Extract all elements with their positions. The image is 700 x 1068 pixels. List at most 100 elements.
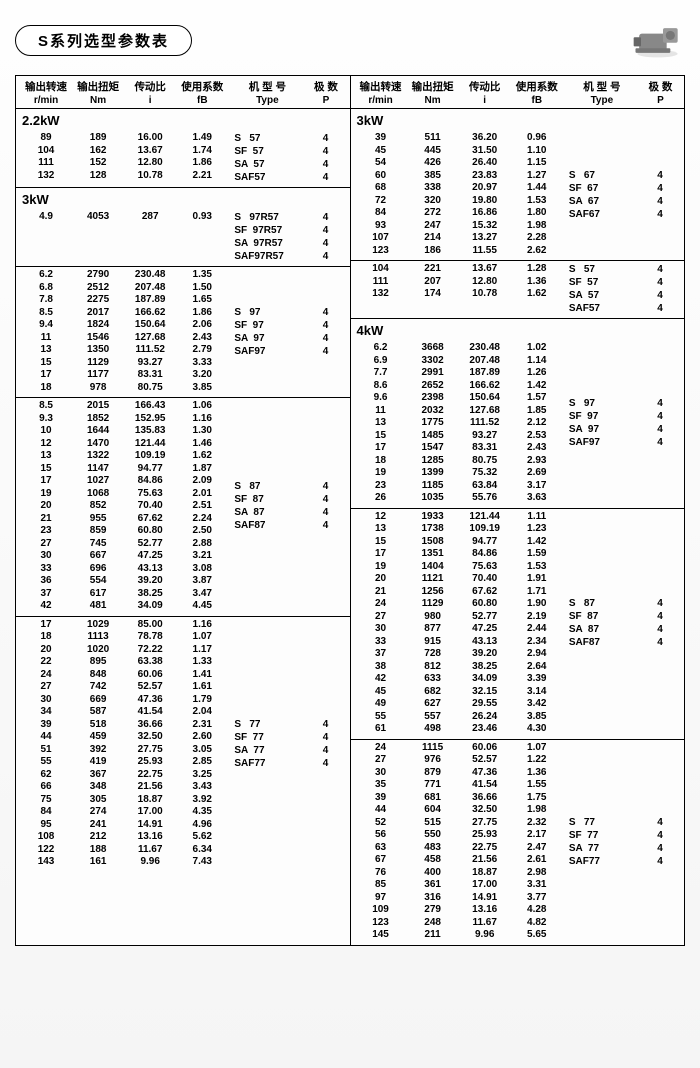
- data-cell: 62: [20, 769, 72, 782]
- data-cell: 44: [20, 731, 72, 744]
- data-cell: 61: [355, 723, 407, 736]
- data-cell: 320: [407, 195, 459, 208]
- data-cell: 279: [407, 904, 459, 917]
- type-cell: SF 97: [563, 410, 640, 423]
- pole-cell: 4: [306, 506, 346, 519]
- data-cell: 84: [20, 806, 72, 819]
- data-cell: 3.20: [176, 369, 228, 382]
- type-row: SF 974: [228, 319, 345, 332]
- data-cell: 554: [72, 575, 124, 588]
- header-cell: r/min: [355, 95, 407, 106]
- table-row: 6.93302207.481.14: [355, 355, 563, 368]
- type-cell: S 97R57: [228, 211, 305, 224]
- type-cell: SF 77: [563, 829, 640, 842]
- header-cell: 输出转速: [20, 79, 72, 94]
- header-cell: 极 数: [306, 79, 345, 94]
- data-rows: 17102985.001.1618111378.781.0720102072.2…: [20, 619, 228, 869]
- type-block: S 774SF 774SA 774SAF774: [228, 619, 345, 869]
- type-row: S 874: [228, 480, 345, 493]
- data-cell: 42: [20, 600, 72, 613]
- table-row: 10416213.671.74: [20, 145, 228, 158]
- pole-cell: 4: [306, 145, 346, 158]
- data-cell: 4.96: [176, 819, 228, 832]
- data-cell: 39: [355, 132, 407, 145]
- type-cell: SA 77: [228, 744, 305, 757]
- header-cell: 机 型 号: [228, 79, 306, 94]
- data-cell: 14.91: [459, 892, 511, 905]
- table-row: 3772839.202.94: [355, 648, 563, 661]
- table-row: 17135184.861.59: [355, 548, 563, 561]
- data-cell: 15: [355, 430, 407, 443]
- data-cell: 12: [20, 438, 72, 451]
- header-cell: 机 型 号: [563, 79, 641, 94]
- data-cell: 241: [72, 819, 124, 832]
- data-cell: 78.78: [124, 631, 176, 644]
- data-cell: 511: [407, 132, 459, 145]
- table-row: 9.62398150.641.57: [355, 392, 563, 405]
- data-cell: 19: [355, 561, 407, 574]
- data-cell: 2.24: [176, 513, 228, 526]
- type-row: S 574: [228, 132, 345, 145]
- pole-cell: 4: [306, 306, 346, 319]
- data-block: 17102985.001.1618111378.781.0720102072.2…: [16, 617, 350, 872]
- data-cell: 361: [407, 879, 459, 892]
- data-cell: 43.13: [459, 636, 511, 649]
- data-cell: 1.17: [176, 644, 228, 657]
- table-row: 6745821.562.61: [355, 854, 563, 867]
- data-cell: 667: [72, 550, 124, 563]
- type-cell: SA 77: [563, 842, 640, 855]
- data-cell: 1.44: [511, 182, 563, 195]
- type-row: SA 874: [563, 623, 680, 636]
- data-cell: 3.05: [176, 744, 228, 757]
- data-cell: 15: [20, 463, 72, 476]
- data-rows: 8.52015166.431.069.31852152.951.16101644…: [20, 400, 228, 613]
- data-cell: 38.25: [459, 661, 511, 674]
- data-cell: 2991: [407, 367, 459, 380]
- table-row: 101644135.831.30: [20, 425, 228, 438]
- data-cell: 316: [407, 892, 459, 905]
- data-cell: 24: [20, 669, 72, 682]
- table-row: 3655439.203.87: [20, 575, 228, 588]
- data-cell: 2.01: [176, 488, 228, 501]
- data-cell: 1177: [72, 369, 124, 382]
- type-row: SAF674: [563, 208, 680, 221]
- pole-cell: 4: [640, 423, 680, 436]
- data-cell: 0.93: [176, 211, 228, 224]
- table-row: 3369643.133.08: [20, 563, 228, 576]
- type-row: SA 674: [563, 195, 680, 208]
- data-cell: 52.57: [124, 681, 176, 694]
- data-cell: 2.06: [176, 319, 228, 332]
- data-cell: 1546: [72, 332, 124, 345]
- data-cell: 419: [72, 756, 124, 769]
- data-cell: 32.15: [459, 686, 511, 699]
- type-row: S 874: [563, 597, 680, 610]
- table-row: 8.62652166.621.42: [355, 380, 563, 393]
- table-row: 3951836.662.31: [20, 719, 228, 732]
- header-cell: 传动比: [459, 79, 511, 94]
- data-cell: 13.27: [459, 232, 511, 245]
- data-cell: 3.47: [176, 588, 228, 601]
- data-cell: 44: [355, 804, 407, 817]
- data-cell: 348: [72, 781, 124, 794]
- pole-cell: 4: [640, 610, 680, 623]
- data-cell: 1.57: [511, 392, 563, 405]
- type-row: SF 574: [228, 145, 345, 158]
- data-cell: 2398: [407, 392, 459, 405]
- data-cell: 272: [407, 207, 459, 220]
- data-cell: 70.40: [459, 573, 511, 586]
- data-cell: 111.52: [459, 417, 511, 430]
- type-block: S 674SF 674SA 674SAF674: [563, 132, 680, 257]
- data-cell: 17.00: [459, 879, 511, 892]
- data-cell: 1.87: [176, 463, 228, 476]
- data-cell: 3.43: [176, 781, 228, 794]
- data-cell: 123: [355, 917, 407, 930]
- data-cell: 72: [355, 195, 407, 208]
- type-row: SF 974: [563, 410, 680, 423]
- data-cell: 1644: [72, 425, 124, 438]
- data-cell: 187.89: [459, 367, 511, 380]
- table-row: 3761738.253.47: [20, 588, 228, 601]
- data-cell: 27: [20, 538, 72, 551]
- type-cell: SA 87: [563, 623, 640, 636]
- data-cell: 3668: [407, 342, 459, 355]
- data-cell: 2.60: [176, 731, 228, 744]
